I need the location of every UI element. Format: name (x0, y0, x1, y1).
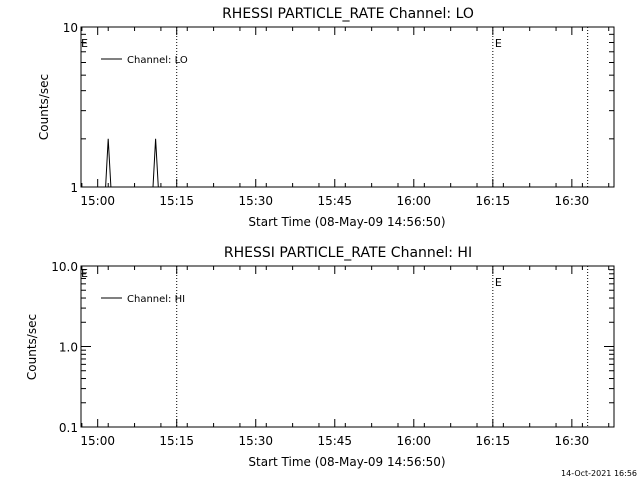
panel-lo-title: RHESSI PARTICLE_RATE Channel: LO (222, 6, 474, 22)
panel-hi-xlabel: Start Time (08-May-09 14:56:50) (248, 455, 445, 469)
x-tick-label: 16:15 (476, 434, 511, 448)
x-tick-label: 15:00 (80, 194, 115, 208)
series-line (97, 138, 172, 188)
x-tick-label: 15:00 (80, 434, 115, 448)
panel-lo-ylabel: Counts/sec (37, 74, 51, 140)
x-tick-label: 16:30 (555, 434, 590, 448)
x-tick-label: 16:15 (476, 194, 511, 208)
y-tick-label: 1.0 (59, 341, 78, 355)
y-tick-label: 1 (70, 181, 78, 195)
x-tick-label: 15:45 (317, 434, 352, 448)
event-line-label: E (495, 37, 502, 50)
panel-hi: RHESSI PARTICLE_RATE Channel: HI Counts/… (25, 245, 615, 469)
panel-hi-start-marker: E (81, 267, 88, 280)
x-tick-label: 15:30 (238, 194, 273, 208)
panel-lo-xlabel: Start Time (08-May-09 14:56:50) (248, 215, 445, 229)
y-tick-label: 0.1 (59, 421, 78, 435)
panel-lo-legend-label: Channel: LO (127, 55, 188, 66)
footer-timestamp: 14-Oct-2021 16:56 (561, 469, 637, 478)
panel-hi-ylabel: Counts/sec (25, 314, 39, 380)
x-tick-label: 15:15 (159, 194, 194, 208)
panel-hi-event-lines: E (176, 266, 589, 427)
panel-lo-ticks: 15:00 15:15 15:30 15:45 16:00 16:15 16:30 1 10 (63, 21, 614, 208)
x-tick-label: 16:00 (396, 434, 431, 448)
panel-lo-frame (80, 26, 615, 188)
y-tick-label: 10 (63, 21, 78, 35)
panel-lo: RHESSI PARTICLE_RATE Channel: LO Counts/… (37, 6, 615, 229)
x-tick-label: 16:00 (396, 194, 431, 208)
panel-hi-legend-label: Channel: HI (127, 294, 185, 305)
panel-hi-ticks: 15:00 15:15 15:30 15:45 16:00 16:15 16:30 0.1 1.… (51, 260, 614, 448)
event-line-label: E (495, 276, 502, 289)
y-tick-label: 10.0 (51, 260, 78, 274)
panel-lo-start-marker: E (81, 37, 88, 50)
x-tick-label: 16:30 (555, 194, 590, 208)
panel-lo-series (97, 138, 172, 188)
panel-lo-event-lines: E (176, 27, 589, 187)
panel-hi-title: RHESSI PARTICLE_RATE Channel: HI (224, 245, 472, 261)
x-tick-label: 15:30 (238, 434, 273, 448)
x-tick-label: 15:45 (317, 194, 352, 208)
x-tick-label: 15:15 (159, 434, 194, 448)
